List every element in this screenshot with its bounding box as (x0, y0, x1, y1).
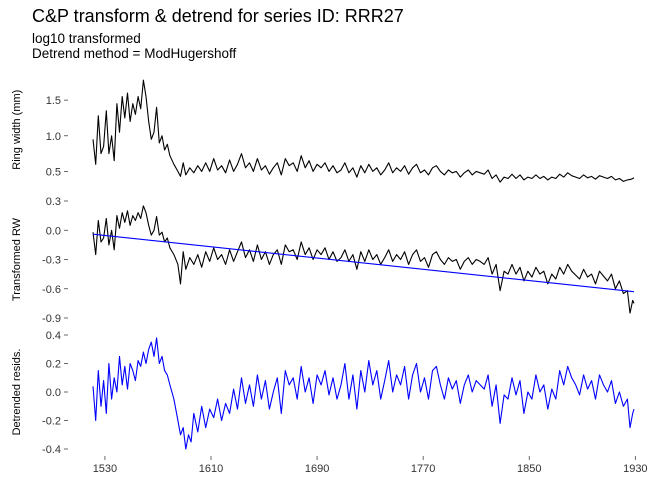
detrended-resids-panel-ytick-label: -0.2 (42, 416, 61, 428)
detrended-resids-panel-ytick-label: 0.0 (46, 387, 61, 399)
xtick-label: 1690 (305, 463, 329, 475)
transformed-rw-panel-ylabel: Transformed RW (11, 217, 23, 301)
xtick-label: 1610 (199, 463, 223, 475)
transformed-rw-panel-ytick-label: 0.3 (46, 196, 61, 208)
detrended-resids-panel-series-line (93, 338, 634, 449)
ring-width-panel-ytick-label: 0.5 (46, 166, 61, 178)
detrended-resids-panel-ytick-label: 0.4 (46, 330, 61, 342)
xtick-label: 1530 (93, 463, 117, 475)
detrended-resids-panel-ylabel: Detrended resids. (11, 349, 23, 436)
ring-width-panel-ylabel: Ring width (mm) (11, 90, 23, 170)
xtick-label: 1770 (411, 463, 435, 475)
detrended-resids-panel-ytick-label: 0.2 (46, 359, 61, 371)
detrended-resids-panel-ytick-label: -0.4 (42, 444, 61, 456)
transformed-rw-panel-ytick-label: -0.3 (42, 255, 61, 267)
ring-width-panel-ytick-label: 1.0 (46, 131, 61, 143)
ring-width-panel-series-line (93, 80, 634, 182)
transformed-rw-panel-ytick-label: -0.9 (42, 313, 61, 325)
transformed-rw-panel-series-line (93, 206, 634, 313)
ring-width-panel-ytick-label: 1.5 (46, 95, 61, 107)
transformed-rw-panel-ytick-label: -0.6 (42, 284, 61, 296)
transformed-rw-panel-series-trend (93, 234, 634, 292)
xtick-label: 1930 (623, 463, 647, 475)
transformed-rw-panel-ytick-label: 0.0 (46, 225, 61, 237)
xtick-label: 1850 (517, 463, 541, 475)
